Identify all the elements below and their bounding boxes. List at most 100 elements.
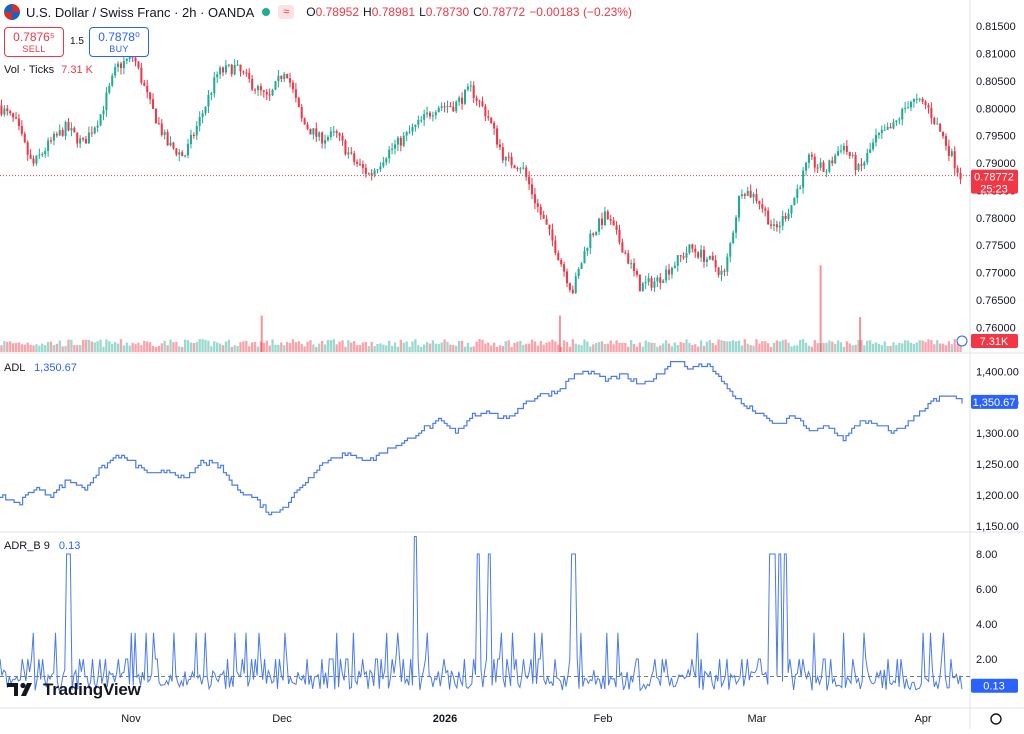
volume-bar	[236, 346, 239, 352]
candle-body	[335, 131, 338, 134]
candle-body	[851, 154, 854, 156]
candle-body	[595, 231, 598, 235]
volume-bar	[618, 342, 621, 352]
tradingview-logo-icon	[7, 682, 32, 696]
volume-bar	[583, 339, 586, 352]
candle-body	[216, 74, 219, 78]
volume-bar	[446, 341, 449, 352]
candle-body	[895, 120, 898, 123]
volume-bar	[137, 342, 140, 352]
candle-body	[306, 124, 309, 129]
candle-body	[892, 122, 895, 129]
adr-legend[interactable]: ADR_B 9 0.13	[4, 540, 80, 552]
volume-bar	[778, 341, 781, 352]
price-tick-label: 0.77000	[976, 268, 1016, 280]
candle-body	[723, 270, 726, 272]
volume-bar	[134, 344, 137, 352]
candle-body	[883, 129, 886, 131]
volume-bar	[242, 341, 245, 352]
volume-bar	[831, 341, 834, 352]
close-label: C	[473, 5, 482, 19]
candle-body	[207, 94, 210, 107]
volume-bar	[385, 345, 388, 352]
sell-button[interactable]: 0.7876⁵ SELL	[4, 27, 64, 57]
volume-bar	[568, 346, 572, 352]
candle-body	[189, 134, 192, 145]
candle-body	[254, 89, 257, 91]
market-open-dot-icon	[262, 8, 271, 16]
candle-body	[825, 171, 828, 173]
volume-bar	[422, 344, 426, 352]
buy-button[interactable]: 0.7878⁰ BUY	[89, 27, 149, 57]
candle-body	[554, 240, 557, 253]
candle-body	[26, 142, 29, 155]
volume-bar	[186, 340, 190, 352]
usd-chf-flag-icon	[4, 4, 20, 20]
volume-bar	[495, 346, 499, 352]
adl-tick-label: 1,300.00	[976, 428, 1019, 440]
volume-bar	[877, 343, 881, 352]
volume-bar	[662, 343, 665, 352]
candle-body	[565, 271, 569, 284]
candle-body	[673, 265, 676, 268]
candle-body	[230, 64, 233, 75]
candle-body	[99, 114, 102, 126]
high-label: H	[363, 5, 372, 19]
candle-body	[3, 108, 6, 115]
candle-body	[874, 135, 878, 143]
volume-legend[interactable]: Vol · Ticks 7.31 K	[4, 64, 93, 76]
candle-body	[726, 256, 729, 272]
volume-bar	[801, 339, 805, 352]
volume-bar	[924, 342, 927, 352]
candle-body	[790, 205, 793, 214]
candle-body	[571, 289, 574, 293]
candle-body	[501, 147, 504, 161]
candle-body	[259, 86, 262, 91]
volume-bar	[554, 341, 557, 352]
candle-body	[600, 218, 603, 225]
candle-body	[653, 281, 656, 288]
candle-body	[318, 132, 321, 137]
symbol-title[interactable]: U.S. Dollar / Swiss Franc · 2h · OANDA	[26, 4, 255, 20]
price-tick-label: 0.79500	[976, 131, 1016, 143]
candle-body	[239, 64, 242, 72]
volume-bar	[376, 343, 379, 352]
tradingview-logo[interactable]: TradingView	[7, 680, 141, 700]
candle-body	[877, 133, 880, 136]
volume-bar	[761, 341, 764, 352]
candle-body	[720, 270, 723, 275]
adl-badge-bg	[971, 394, 1018, 409]
candle-body	[700, 249, 703, 258]
volume-bar	[667, 343, 671, 352]
volume-bar	[172, 342, 175, 352]
volume-bar	[26, 342, 29, 352]
candle-body	[496, 128, 499, 145]
volume-bar	[869, 340, 872, 352]
candle-body	[939, 123, 942, 132]
adl-badge: 1,350.67	[971, 394, 1018, 409]
candle-body	[638, 274, 641, 292]
volume-bar	[140, 345, 143, 352]
candle-body	[807, 154, 810, 163]
candle-body	[793, 197, 796, 206]
candle-body	[583, 250, 586, 264]
candle-body	[96, 125, 99, 128]
candle-body	[408, 131, 411, 133]
candle-body	[184, 155, 187, 157]
adl-legend-value: 1,350.67	[34, 362, 77, 374]
volume-bar	[615, 340, 618, 352]
candle-body	[542, 214, 545, 219]
volume-bar	[224, 341, 228, 352]
candle-body	[198, 117, 201, 126]
candle-body	[242, 71, 245, 73]
volume-bar	[545, 342, 548, 352]
candle-body	[530, 184, 534, 195]
volume-bar	[102, 346, 105, 352]
adl-legend[interactable]: ADL 1,350.67	[4, 362, 77, 374]
candle-body	[210, 93, 213, 95]
candle-body	[633, 263, 636, 272]
price-tick-label: 0.81000	[976, 49, 1016, 61]
candle-body	[402, 135, 405, 146]
candle-body	[729, 243, 732, 257]
